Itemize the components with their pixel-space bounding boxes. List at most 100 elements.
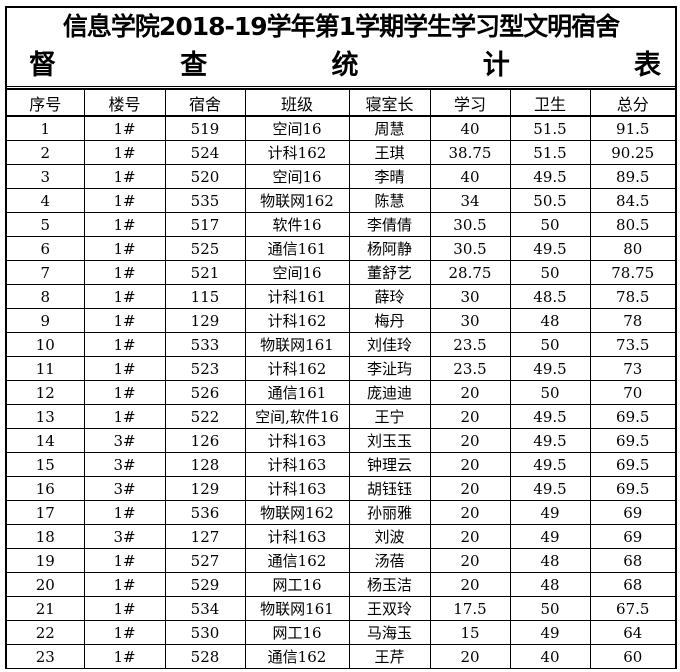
table-cell[interactable]: 6 (7, 236, 85, 261)
table-cell[interactable]: 18 (7, 524, 85, 549)
table-cell[interactable]: 21 (7, 596, 85, 621)
table-cell[interactable]: 527 (164, 548, 246, 573)
table-cell[interactable]: 23.5 (429, 356, 511, 381)
table-cell[interactable]: 49 (509, 524, 591, 549)
table-cell[interactable]: 80 (589, 236, 675, 261)
table-cell[interactable]: 49.5 (509, 404, 591, 429)
table-cell[interactable]: 30.5 (429, 212, 511, 237)
table-cell[interactable]: 9 (7, 308, 85, 333)
table-cell[interactable]: 535 (164, 188, 246, 213)
table-cell[interactable]: 空间16 (244, 115, 350, 141)
table-cell[interactable]: 69.5 (589, 476, 675, 501)
table-cell[interactable]: 1# (83, 164, 166, 189)
table-cell[interactable]: 17 (7, 500, 85, 525)
table-cell[interactable]: 64 (589, 620, 675, 645)
table-cell[interactable]: 空间,软件16 (244, 404, 350, 429)
table-cell[interactable]: 17.5 (429, 596, 511, 621)
table-cell[interactable]: 68 (589, 572, 675, 597)
table-cell[interactable]: 2 (7, 140, 85, 165)
table-cell[interactable]: 40 (429, 164, 511, 189)
table-cell[interactable]: 8 (7, 284, 85, 309)
table-cell[interactable]: 67.5 (589, 596, 675, 621)
table-cell[interactable]: 69.5 (589, 428, 675, 453)
table-cell[interactable]: 物联网161 (244, 596, 350, 621)
table-cell[interactable]: 1# (83, 500, 166, 525)
table-cell[interactable]: 1# (83, 188, 166, 213)
table-cell[interactable]: 73.5 (589, 332, 675, 357)
table-cell[interactable]: 李倩倩 (348, 212, 431, 237)
table-cell[interactable]: 1# (83, 260, 166, 285)
table-cell[interactable]: 19 (7, 548, 85, 573)
table-cell[interactable]: 3 (7, 164, 85, 189)
table-cell[interactable]: 78.75 (589, 260, 675, 285)
table-cell[interactable]: 1# (83, 572, 166, 597)
table-cell[interactable]: 534 (164, 596, 246, 621)
table-cell[interactable]: 91.5 (589, 115, 675, 141)
table-cell[interactable]: 14 (7, 428, 85, 453)
table-cell[interactable]: 马海玉 (348, 620, 431, 645)
table-cell[interactable]: 计科162 (244, 356, 350, 381)
table-cell[interactable]: 530 (164, 620, 246, 645)
table-cell[interactable]: 20 (429, 524, 511, 549)
table-cell[interactable]: 15 (429, 620, 511, 645)
table-cell[interactable]: 20 (429, 548, 511, 573)
table-cell[interactable]: 计科162 (244, 140, 350, 165)
table-cell[interactable]: 1# (83, 308, 166, 333)
table-cell[interactable]: 50 (509, 380, 591, 405)
table-cell[interactable]: 刘佳玲 (348, 332, 431, 357)
table-cell[interactable]: 533 (164, 332, 246, 357)
table-cell[interactable]: 49.5 (509, 164, 591, 189)
table-cell[interactable]: 空间16 (244, 164, 350, 189)
table-cell[interactable]: 48.5 (509, 284, 591, 309)
table-cell[interactable]: 杨玉洁 (348, 572, 431, 597)
table-cell[interactable]: 20 (429, 380, 511, 405)
table-cell[interactable]: 50.5 (509, 188, 591, 213)
table-cell[interactable]: 49.5 (509, 428, 591, 453)
table-cell[interactable]: 115 (164, 284, 246, 309)
table-cell[interactable]: 526 (164, 380, 246, 405)
table-cell[interactable]: 胡钰钰 (348, 476, 431, 501)
table-cell[interactable]: 董舒艺 (348, 260, 431, 285)
table-cell[interactable]: 李晴 (348, 164, 431, 189)
table-cell[interactable]: 计科163 (244, 524, 350, 549)
table-cell[interactable]: 陈慧 (348, 188, 431, 213)
table-cell[interactable]: 16 (7, 476, 85, 501)
table-cell[interactable]: 70 (589, 380, 675, 405)
table-cell[interactable]: 78.5 (589, 284, 675, 309)
table-cell[interactable]: 7 (7, 260, 85, 285)
table-cell[interactable]: 庞迪迪 (348, 380, 431, 405)
table-cell[interactable]: 128 (164, 452, 246, 477)
table-cell[interactable]: 钟理云 (348, 452, 431, 477)
table-cell[interactable]: 524 (164, 140, 246, 165)
table-cell[interactable]: 汤蓓 (348, 548, 431, 573)
table-cell[interactable]: 通信161 (244, 380, 350, 405)
table-cell[interactable]: 1 (7, 115, 85, 141)
table-cell[interactable]: 68 (589, 548, 675, 573)
table-cell[interactable]: 90.25 (589, 140, 675, 165)
table-cell[interactable]: 40 (509, 644, 591, 669)
table-cell[interactable]: 34 (429, 188, 511, 213)
table-cell[interactable]: 15 (7, 452, 85, 477)
table-cell[interactable]: 王芹 (348, 644, 431, 669)
table-cell[interactable]: 30 (429, 284, 511, 309)
table-cell[interactable]: 23.5 (429, 332, 511, 357)
table-cell[interactable]: 20 (429, 500, 511, 525)
table-cell[interactable]: 50 (509, 260, 591, 285)
table-cell[interactable]: 1# (83, 596, 166, 621)
table-cell[interactable]: 1# (83, 404, 166, 429)
table-cell[interactable]: 物联网162 (244, 500, 350, 525)
table-cell[interactable]: 网工16 (244, 620, 350, 645)
table-cell[interactable]: 计科162 (244, 308, 350, 333)
table-cell[interactable]: 528 (164, 644, 246, 669)
table-cell[interactable]: 78 (589, 308, 675, 333)
table-cell[interactable]: 1# (83, 332, 166, 357)
table-cell[interactable]: 孙丽雅 (348, 500, 431, 525)
table-cell[interactable]: 11 (7, 356, 85, 381)
table-cell[interactable]: 50 (509, 332, 591, 357)
table-cell[interactable]: 王琪 (348, 140, 431, 165)
table-cell[interactable]: 王宁 (348, 404, 431, 429)
table-cell[interactable]: 49.5 (509, 476, 591, 501)
table-cell[interactable]: 1# (83, 380, 166, 405)
table-cell[interactable]: 20 (429, 404, 511, 429)
table-cell[interactable]: 49.5 (509, 356, 591, 381)
